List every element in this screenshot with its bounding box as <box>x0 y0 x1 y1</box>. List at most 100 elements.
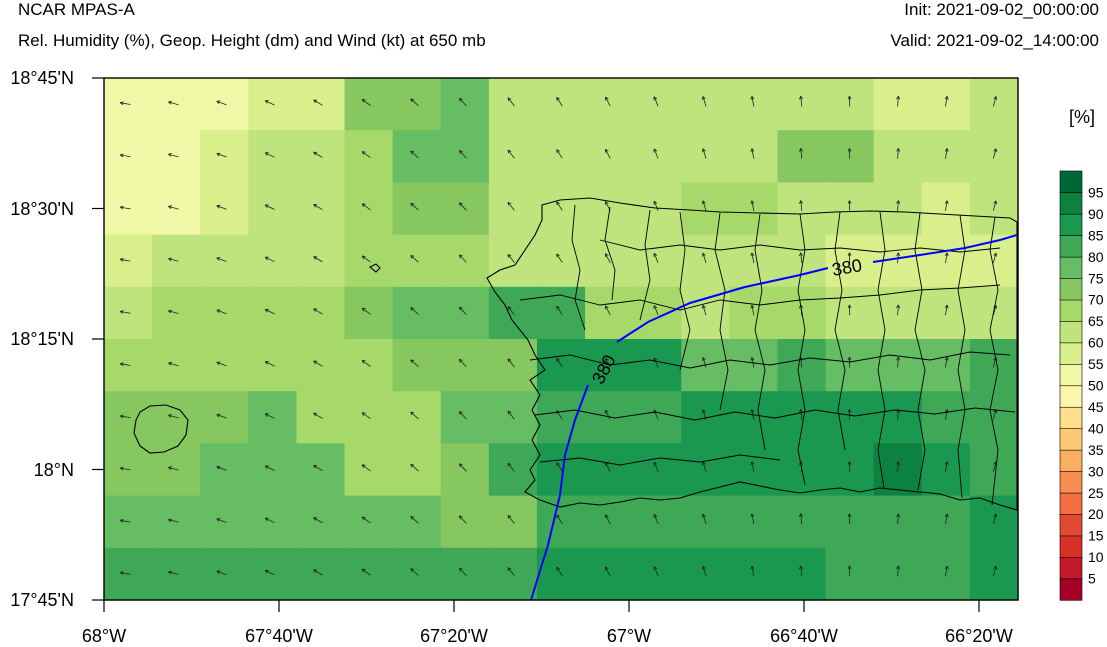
wind-arrow <box>944 461 949 472</box>
wind-arrow <box>847 148 852 159</box>
wind-arrow <box>992 252 998 264</box>
colorbar-tick-label: 20 <box>1088 506 1104 522</box>
wind-arrow <box>507 201 515 211</box>
y-tick-1830: 18°30'N <box>10 199 74 219</box>
plot-subtitle: Rel. Humidity (%), Geop. Height (dm) and… <box>18 31 486 50</box>
colorbar-tick-label: 10 <box>1088 549 1104 565</box>
colorbar-tick-label: 55 <box>1088 356 1104 372</box>
wind-arrow <box>410 98 419 106</box>
wind-arrow <box>119 101 131 106</box>
wind-arrow <box>605 148 611 159</box>
wind-arrow <box>458 306 467 315</box>
wind-arrow <box>750 357 755 368</box>
colorbar-tick-label: 95 <box>1088 184 1104 200</box>
wind-arrow <box>410 359 419 367</box>
y-tick-1745: 17°45'N <box>10 590 74 610</box>
wind-arrow <box>605 566 611 577</box>
wind-arrow <box>702 461 707 472</box>
wind-arrow <box>119 310 131 314</box>
colorbar: 5 10 15 20 25 30 35 40 45 50 55 60 65 70 75 80 85 90 95 <box>1059 170 1104 601</box>
colorbar-segment <box>1059 513 1083 537</box>
wind-arrow <box>361 360 371 367</box>
desecheo-island <box>369 263 381 273</box>
colorbar-segment <box>1059 492 1083 515</box>
wind-arrow <box>264 152 275 158</box>
x-tick-68w: 68°W <box>82 626 126 646</box>
wind-arrow <box>168 466 179 471</box>
wind-arrow <box>507 306 515 316</box>
wind-arrow <box>847 252 852 264</box>
colorbar-segment <box>1059 385 1083 408</box>
wind-arrow <box>410 255 419 263</box>
wind-arrow <box>119 153 131 158</box>
wind-arrow <box>216 413 227 419</box>
colorbar-segment <box>1059 320 1083 344</box>
wind-arrow <box>264 465 275 471</box>
wind-arrow <box>896 200 901 211</box>
wind-arrow <box>896 565 901 577</box>
wind-arrow <box>361 255 371 263</box>
colorbar-tick-label: 15 <box>1088 528 1104 544</box>
x-tick-6740w: 67°40'W <box>245 626 313 646</box>
wind-arrow <box>847 304 852 316</box>
wind-arrow <box>168 570 179 575</box>
wind-arrow <box>361 412 371 420</box>
wind-arrow <box>944 95 949 107</box>
wind-arrow <box>361 99 371 106</box>
colorbar-tick-label: 70 <box>1088 292 1104 308</box>
axis-tick-marks <box>92 77 980 612</box>
y-tick-1845: 18°45'N <box>10 68 74 88</box>
wind-arrow <box>799 148 803 159</box>
wind-arrow <box>507 149 515 159</box>
contour-380-line-b <box>616 267 829 343</box>
wind-arrow <box>119 257 131 262</box>
wind-vectors <box>119 95 998 577</box>
wind-arrow <box>168 257 179 262</box>
wind-arrow <box>605 96 611 107</box>
colorbar-segment <box>1059 449 1083 472</box>
wind-arrow <box>750 304 755 316</box>
wind-arrow <box>361 151 371 159</box>
wind-arrow <box>458 97 467 107</box>
wind-arrow <box>410 516 419 524</box>
mona-island <box>133 404 189 454</box>
wind-arrow <box>410 202 419 211</box>
wind-arrow <box>750 565 755 577</box>
wind-arrow <box>264 413 275 419</box>
colorbar-segment <box>1059 277 1083 301</box>
wind-arrow <box>264 256 275 263</box>
colorbar-segment <box>1059 406 1083 430</box>
wind-arrow <box>507 515 515 524</box>
contour-380-line-a <box>530 384 589 601</box>
colorbar-segment <box>1059 235 1083 258</box>
wind-arrow <box>410 150 419 159</box>
colorbar-segment <box>1059 578 1083 601</box>
wind-arrow <box>168 309 179 314</box>
wind-arrow <box>458 202 467 211</box>
wind-arrow <box>992 96 998 107</box>
wind-arrow <box>702 357 707 368</box>
wind-arrow <box>507 410 515 420</box>
wind-arrow <box>896 95 901 107</box>
colorbar-tick-label: 5 <box>1088 571 1096 587</box>
wind-arrow <box>168 153 179 158</box>
wind-arrow <box>507 462 515 472</box>
wind-arrow <box>410 463 419 472</box>
wind-arrow <box>119 414 131 419</box>
wind-arrow <box>653 566 659 577</box>
wind-arrow <box>702 148 707 159</box>
wind-arrow <box>653 252 659 264</box>
wind-arrow <box>556 305 563 316</box>
wind-arrow <box>313 412 323 419</box>
colorbar-segment <box>1059 470 1083 494</box>
colorbar-tick-label: 85 <box>1088 227 1104 243</box>
wind-arrow <box>410 307 419 315</box>
wind-arrow <box>944 148 949 159</box>
wind-arrow <box>653 513 659 525</box>
wind-arrow <box>992 148 998 159</box>
x-tick-6640w: 66°40'W <box>770 626 838 646</box>
wind-arrow <box>410 411 419 420</box>
wind-arrow <box>313 204 323 211</box>
wind-arrow <box>168 205 179 210</box>
wind-arrow <box>750 96 755 107</box>
